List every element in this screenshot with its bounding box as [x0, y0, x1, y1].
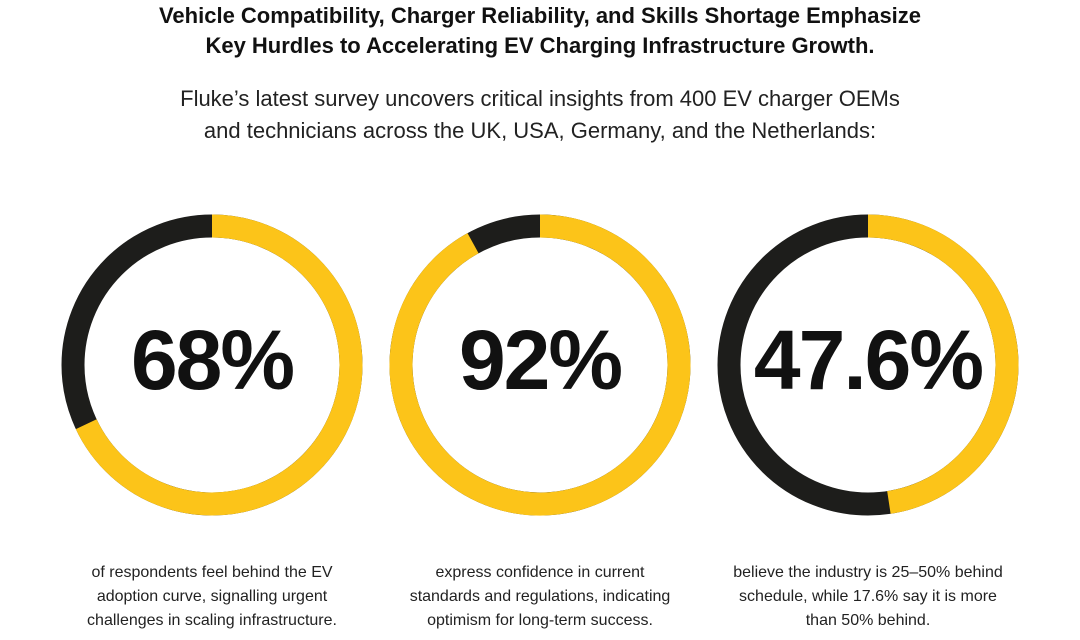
caption-line: standards and regulations, indicating	[410, 588, 671, 605]
donut-value: 47.6%	[754, 313, 982, 407]
title-line: Key Hurdles to Accelerating EV Charging …	[205, 33, 874, 58]
title-line: Vehicle Compatibility, Charger Reliabili…	[159, 3, 921, 28]
caption-line: adoption curve, signalling urgent	[97, 588, 328, 605]
caption-line: schedule, while 17.6% say it is more	[739, 588, 997, 605]
donut-arc	[389, 214, 691, 516]
donut-arc	[75, 214, 363, 516]
caption-line: challenges in scaling infrastructure.	[87, 612, 337, 629]
donut-value: 92%	[459, 313, 621, 407]
caption-line: believe the industry is 25–50% behind	[733, 564, 1003, 581]
donut-value: 68%	[131, 313, 293, 407]
donut-arc	[867, 214, 1019, 514]
subtitle-line: Fluke’s latest survey uncovers critical …	[180, 86, 900, 111]
caption-line: than 50% behind.	[806, 612, 931, 629]
caption-line: of respondents feel behind the EV	[91, 564, 332, 581]
subtitle-line: and technicians across the UK, USA, Germ…	[204, 118, 876, 143]
caption-line: optimism for long-term success.	[427, 612, 653, 629]
caption-line: express confidence in current	[436, 564, 646, 581]
